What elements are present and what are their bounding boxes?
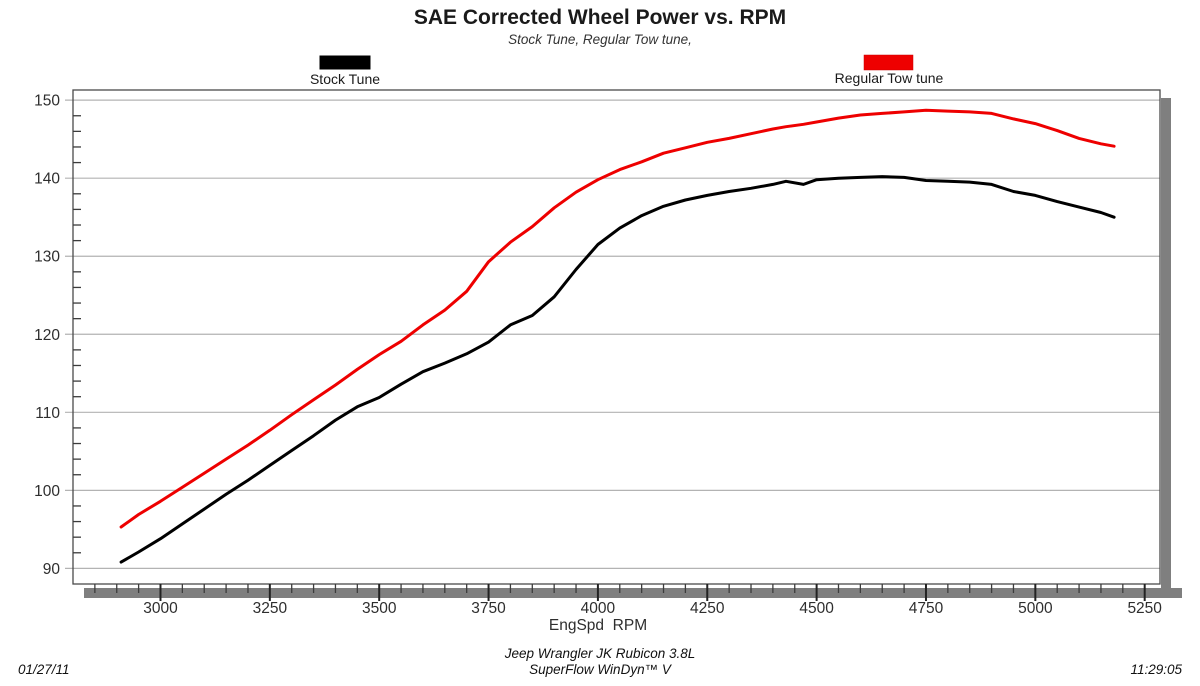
y-tick-label: 110 (35, 405, 60, 422)
frame-shadow-right (1161, 98, 1171, 598)
series-curve-stock-tune (119, 175, 1116, 564)
y-tick-label: 140 (34, 171, 60, 188)
axis-tick-labels: 90 100 110 120 130 140 150 3000 3250 3500 3750 4000… (34, 93, 1162, 617)
x-tick-label: 4250 (690, 600, 725, 617)
x-tick-label: 4000 (581, 600, 616, 617)
x-tick-label: 3750 (471, 600, 506, 617)
footer: 01/27/11 Jeep Wrangler JK Rubicon 3.8L S… (18, 646, 1182, 677)
frame-shadow-bottom (84, 588, 1182, 598)
footer-time: 11:29:05 (1130, 662, 1182, 677)
legend-item-tow: Regular Tow tune (835, 54, 944, 86)
legend-swatch-tow-icon (863, 54, 914, 71)
x-tick-label: 3000 (143, 600, 178, 617)
legend-label-stock: Stock Tune (310, 71, 380, 87)
power-curves (119, 108, 1116, 564)
page-title: SAE Corrected Wheel Power vs. RPM (414, 6, 786, 29)
page-subtitle: Stock Tune, Regular Tow tune, (508, 32, 692, 47)
gridlines (65, 99, 1160, 569)
x-tick-label: 4750 (909, 600, 944, 617)
legend: Stock Tune Regular Tow tune (310, 54, 944, 87)
plot-frame-shadow (84, 98, 1182, 598)
footer-vehicle: Jeep Wrangler JK Rubicon 3.8L (504, 646, 696, 661)
x-tick-label: 3500 (362, 600, 397, 617)
y-tick-label: 90 (43, 561, 61, 578)
legend-label-tow: Regular Tow tune (835, 70, 944, 86)
x-axis-label: EngSpd RPM (549, 617, 647, 634)
legend-item-stock: Stock Tune (310, 55, 380, 87)
footer-date: 01/27/11 (18, 662, 70, 677)
y-tick-label: 100 (34, 483, 60, 500)
footer-software: SuperFlow WinDyn™ V (529, 662, 673, 677)
plot-frame (72, 89, 1161, 585)
axis-ticks (73, 115, 1146, 601)
y-tick-label: 130 (34, 249, 60, 266)
legend-swatch-stock-icon (319, 55, 371, 70)
y-tick-label: 150 (34, 93, 60, 110)
x-tick-label: 5000 (1018, 600, 1053, 617)
series-curve-regular-tow-tune (119, 108, 1116, 529)
x-tick-label: 4500 (799, 600, 834, 617)
x-tick-label: 5250 (1127, 600, 1162, 617)
x-tick-label: 3250 (253, 600, 288, 617)
y-tick-label: 120 (34, 327, 60, 344)
